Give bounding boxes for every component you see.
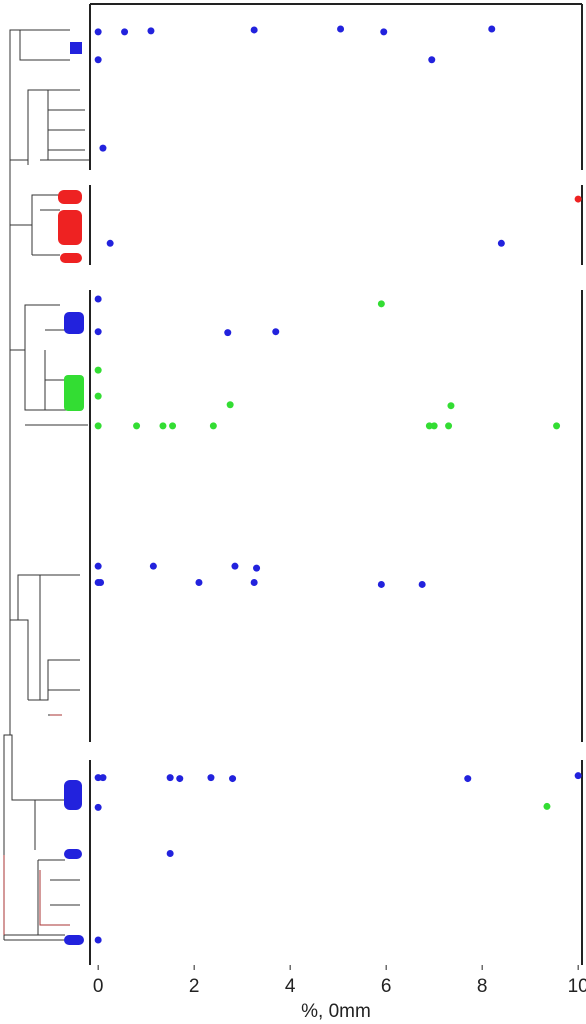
point: [147, 27, 155, 35]
x-tick-label: 8: [477, 976, 488, 997]
point: [430, 422, 438, 430]
point: [94, 422, 102, 430]
point: [94, 328, 102, 336]
point: [226, 401, 234, 409]
point: [207, 774, 215, 782]
point: [94, 28, 102, 36]
point: [488, 25, 496, 33]
point: [574, 195, 582, 203]
point: [97, 579, 105, 587]
point: [209, 422, 217, 430]
point: [106, 239, 114, 247]
point: [231, 562, 239, 570]
x-tick-label: 0: [93, 976, 104, 997]
point: [418, 580, 426, 588]
point: [94, 392, 102, 400]
point: [159, 422, 167, 430]
point: [337, 25, 345, 33]
point: [574, 772, 582, 780]
point: [543, 802, 551, 810]
x-tick-label: 10: [568, 976, 586, 997]
axes-frame: [89, 3, 583, 965]
point: [224, 329, 232, 337]
point: [94, 56, 102, 64]
point: [425, 422, 433, 430]
point: [94, 562, 102, 570]
point: [377, 580, 385, 588]
point: [464, 775, 472, 783]
dendrogram: [3, 29, 90, 941]
point: [166, 774, 174, 782]
point: [447, 402, 455, 410]
point: [250, 579, 258, 587]
point: [99, 774, 107, 782]
point: [94, 295, 102, 303]
point: [253, 564, 261, 572]
point: [121, 28, 129, 36]
point: [553, 422, 561, 430]
point: [195, 579, 203, 587]
point: [149, 562, 157, 570]
x-tick-label: 6: [381, 976, 392, 997]
point: [94, 366, 102, 374]
x-axis-label: %, 0mm: [301, 1001, 371, 1022]
x-tick-label: 2: [189, 976, 200, 997]
point: [94, 774, 102, 782]
point: [380, 28, 388, 36]
point: [169, 422, 177, 430]
point: [94, 803, 102, 811]
point: [176, 775, 184, 783]
point: [229, 775, 237, 783]
leaf-clusters: [58, 42, 84, 945]
point: [250, 26, 258, 34]
point: [166, 850, 174, 858]
point: [94, 936, 102, 944]
point: [99, 144, 107, 152]
point: [428, 56, 436, 64]
point: [133, 422, 141, 430]
point: [377, 300, 385, 308]
point: [272, 328, 280, 336]
point: [445, 422, 453, 430]
point: [497, 239, 505, 247]
x-tick-label: 4: [285, 976, 296, 997]
